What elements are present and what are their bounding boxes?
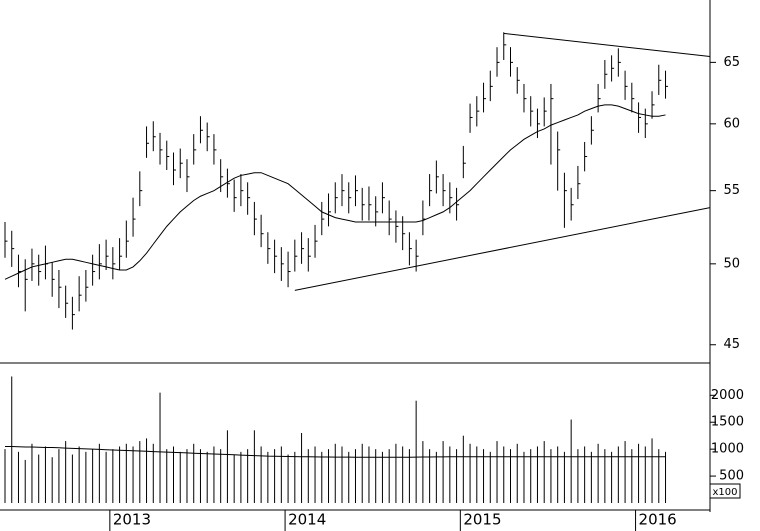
y-tick-label: 65 xyxy=(723,55,740,70)
x-tick-label: 2013 xyxy=(113,511,151,529)
trendline xyxy=(294,207,711,291)
y-tick-label: 45 xyxy=(723,337,740,352)
trendline xyxy=(503,32,711,57)
y-tick-label: 2000 xyxy=(711,388,744,403)
y-tick-label: 50 xyxy=(723,256,740,271)
y-tick-label: 55 xyxy=(723,183,740,198)
unit-box xyxy=(709,483,741,499)
x-tick-label: 2016 xyxy=(639,511,677,529)
y-tick-label: 500 xyxy=(719,469,744,484)
y-tick-label: 60 xyxy=(723,116,740,131)
volume-average xyxy=(5,445,666,458)
unit-label: x100 xyxy=(712,487,737,498)
x-tick-label: 2015 xyxy=(463,511,501,529)
x-tick-label: 2014 xyxy=(288,511,326,529)
y-tick-label: 1500 xyxy=(711,415,744,430)
moving-average xyxy=(4,104,666,280)
y-tick-label: 1000 xyxy=(711,442,744,457)
